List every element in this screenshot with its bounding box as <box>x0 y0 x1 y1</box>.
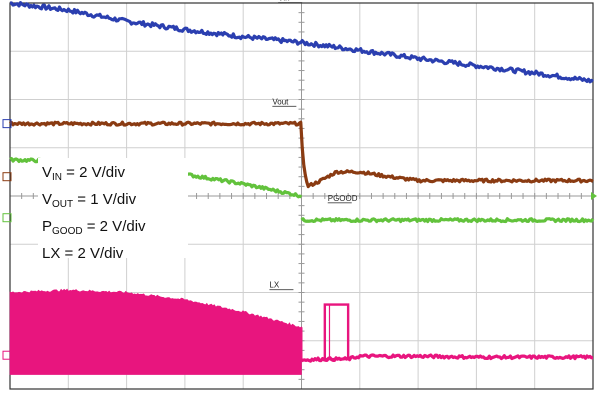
trace-lx-pulse <box>323 303 350 361</box>
legend-box: VIN = 2 V/div VOUT = 1 V/div PGOOD = 2 V… <box>38 158 188 262</box>
trace-vout <box>9 120 594 189</box>
trace-pgood <box>300 217 595 224</box>
annotation-label-vout: Vout <box>272 97 289 106</box>
trace-vin <box>9 1 594 84</box>
trace-lx-envelope <box>9 288 302 375</box>
legend-pgood: PGOOD = 2 V/div <box>42 218 146 237</box>
trace-lx-after <box>300 353 594 363</box>
annotation-label-pgood: PGOOD <box>328 194 358 203</box>
trigger-marker <box>591 192 597 200</box>
legend-vout: VOUT = 1 V/div <box>42 191 137 210</box>
channel-marker <box>2 119 12 129</box>
annotation-label-lx: LX <box>269 281 279 290</box>
channel-marker <box>2 172 12 182</box>
annotation-label-vin: Vin <box>278 0 289 3</box>
legend-vin: VIN = 2 V/div <box>42 164 125 183</box>
channel-marker <box>2 350 12 360</box>
channel-marker <box>2 213 12 223</box>
legend-lx: LX = 2 V/div <box>42 245 124 262</box>
